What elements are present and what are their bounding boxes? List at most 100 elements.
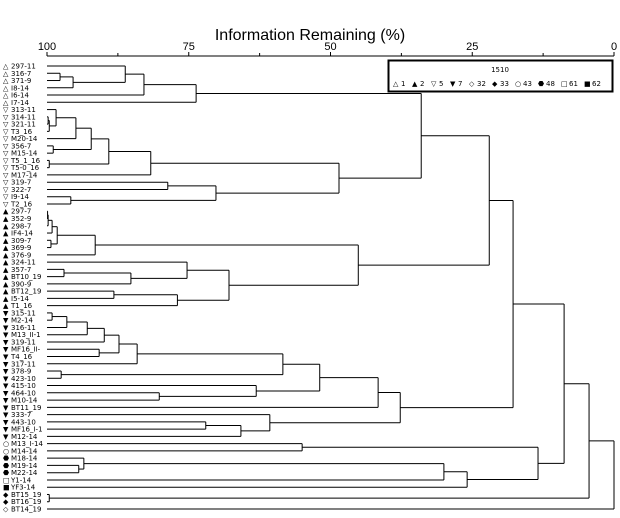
legend-open-square-icon: □ (561, 80, 568, 88)
legend-entry-label: 5 (439, 80, 443, 88)
legend-open-triangle-up-icon: △ (393, 80, 399, 88)
leaf-label: 322-7 (11, 186, 31, 194)
leaf-symbol-icon-2: ▲ (3, 215, 9, 223)
leaf-symbol-icon-2: ▲ (3, 266, 9, 274)
dendrogram-tree (47, 65, 615, 510)
leaf-symbol-icon-7: ▼ (3, 353, 9, 361)
leaf-label: BT16_19 (11, 498, 41, 506)
leaf-symbol-icon-62: ■ (3, 484, 10, 492)
leaf-symbol-icon-5: ▽ (3, 142, 9, 150)
leaf-symbol-icon-2: ▲ (3, 273, 9, 281)
leaf-symbol-icon-2: ▲ (3, 280, 9, 288)
leaf-symbol-icon-2: ▲ (3, 259, 9, 267)
axis-tick-label: 75 (183, 41, 195, 53)
leaf-symbol-icon-7: ▼ (3, 426, 9, 434)
legend-title: 1510 (491, 66, 509, 74)
leaf-label: I8-14 (11, 84, 29, 92)
leaf-label: IF4-14 (11, 230, 34, 238)
leaf-symbol-icon-2: ▲ (3, 244, 9, 252)
leaf-symbol-icon-43: ○ (3, 447, 9, 455)
axis-tick-label: 25 (466, 41, 478, 53)
leaf-symbol-icon-48: ⬣ (3, 462, 9, 470)
leaf-symbol-icon-1: △ (3, 63, 9, 71)
leaf-symbol-icon-7: ▼ (3, 317, 9, 325)
legend-entry-label: 7 (458, 80, 462, 88)
legend-entry-label: 33 (500, 80, 509, 88)
leaf-symbol-icon-7: ▼ (3, 375, 9, 383)
leaf-symbol-icon-1: △ (3, 84, 9, 92)
leaf-label: 352-9 (11, 215, 31, 223)
leaf-label: M13_I-14 (11, 440, 43, 448)
leaf-symbol-icon-7: ▼ (3, 331, 9, 339)
leaf-symbol-icon-32: ◇ (3, 506, 9, 514)
leaf-symbol-icon-48: ⬣ (3, 469, 9, 477)
leaf-label: 356-7 (11, 142, 31, 150)
leaf-label: M13_II-1 (11, 331, 41, 339)
leaf-symbol-icon-7: ▼ (3, 360, 9, 368)
leaf-symbol-icon-2: ▲ (3, 295, 9, 303)
leaf-label: I7-14 (11, 99, 29, 107)
leaf-label: 314-11 (11, 113, 36, 121)
leaf-label: MF16_I-1 (11, 426, 43, 434)
leaf-label: 390-9 (11, 280, 31, 288)
leaf-symbol-icon-5: ▽ (3, 106, 9, 114)
leaf-symbol-icon-5: ▽ (3, 121, 9, 129)
leaf-symbol-icon-43: ○ (3, 440, 9, 448)
leaf-label: 423-10 (11, 375, 36, 383)
leaf-label: 309-7 (11, 237, 31, 245)
leaf-symbol-icon-7: ▼ (3, 382, 9, 390)
leaf-symbol-icon-5: ▽ (3, 113, 9, 121)
leaf-symbol-icon-2: ▲ (3, 222, 9, 230)
legend-filled-triangle-down-icon: ▼ (450, 80, 456, 88)
leaf-label: BT14_19 (11, 506, 41, 514)
leaf-symbol-icon-61: □ (3, 476, 10, 484)
chart-title: Information Remaining (%) (215, 27, 405, 44)
leaf-symbol-icon-7: ▼ (3, 404, 9, 412)
leaf-label: M17-14 (11, 171, 38, 179)
legend: 1510 △ 1 ▲ 2 ▽ 5 ▼ 7 ◇ 32 ◆ 33 ○ 43 ⬣ 48 □ 61 ■ 62 (387, 59, 614, 93)
leaf-symbol-icon-48: ⬣ (3, 455, 9, 463)
leaf-symbol-icon-5: ▽ (3, 193, 9, 201)
leaf-label: 376-9 (11, 251, 31, 259)
legend-entry-label: 62 (592, 80, 601, 88)
leaf-label: M10-14 (11, 397, 38, 405)
leaf-label: 298-7 (11, 222, 31, 230)
leaf-label: 333-7 (11, 411, 31, 419)
leaf-label: 369-9 (11, 244, 31, 252)
leaf-symbol-icon-7: ▼ (3, 389, 9, 397)
leaf-label: YF3-14 (10, 484, 36, 492)
leaf-symbol-icon-7: ▼ (3, 418, 9, 426)
leaf-symbol-icon-7: ▼ (3, 433, 9, 441)
axis-tick-label: 0 (611, 41, 617, 53)
axis-tick-label: 100 (38, 41, 56, 53)
leaf-symbol-icon-7: ▼ (3, 309, 9, 317)
leaf-label: M18-14 (11, 455, 38, 463)
leaf-label: T4_16 (10, 353, 33, 361)
leaf-symbol-icon-2: ▲ (3, 302, 9, 310)
legend-entry-label: 61 (569, 80, 578, 88)
axis-tick-label: 50 (324, 41, 336, 53)
leaf-label: I5-14 (11, 295, 29, 303)
leaf-symbol-icon-2: ▲ (3, 208, 9, 216)
leaf-label: BT10_19 (11, 273, 41, 281)
leaf-label: 371-9 (11, 77, 31, 85)
leaf-label: 378-9 (11, 368, 31, 376)
leaf-symbol-icon-2: ▲ (3, 288, 9, 296)
leaf-label: 324-11 (11, 259, 36, 267)
leaf-label: 415-10 (11, 382, 36, 390)
legend-entry-label: 43 (523, 80, 532, 88)
leaf-label: I9-14 (11, 193, 29, 201)
leaf-labels: △ 297-11△ 316-7△ 371-9△ I8-14△ I6-14△ I7-14▽ 31… (3, 63, 43, 514)
leaf-symbol-icon-1: △ (3, 77, 9, 85)
leaf-symbol-icon-5: ▽ (3, 200, 9, 208)
legend-filled-square-icon: ■ (584, 80, 591, 88)
leaf-label: 443-10 (11, 418, 36, 426)
leaf-label: 316-11 (11, 324, 36, 332)
leaf-label: 315-11 (11, 309, 36, 317)
legend-entry-label: 2 (420, 80, 424, 88)
leaf-label: T2_16 (10, 200, 33, 208)
legend-filled-octagon-icon: ⬣ (538, 80, 544, 88)
leaf-symbol-icon-5: ▽ (3, 179, 9, 187)
legend-open-diamond-icon: ◇ (469, 80, 475, 88)
leaf-symbol-icon-7: ▼ (3, 368, 9, 376)
